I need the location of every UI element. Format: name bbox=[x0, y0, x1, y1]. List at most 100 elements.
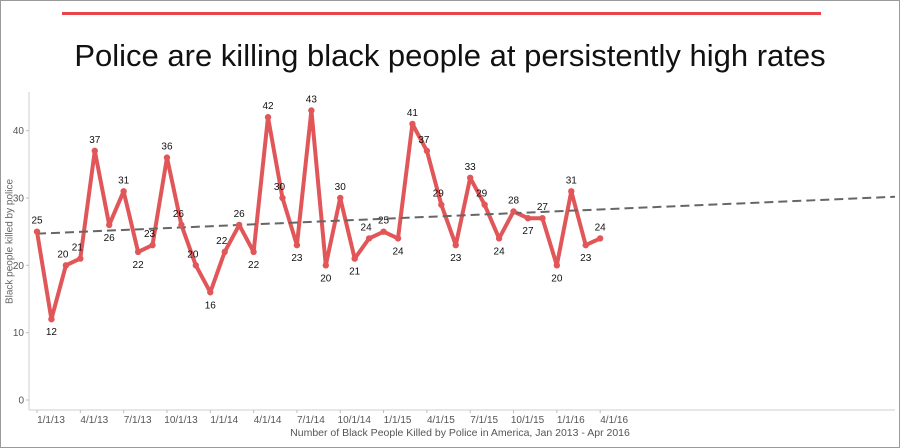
data-label: 29 bbox=[433, 189, 445, 200]
data-point bbox=[452, 241, 459, 249]
data-point bbox=[495, 235, 503, 242]
x-tick-label: 1/1/16 bbox=[557, 415, 585, 426]
data-label: 30 bbox=[335, 182, 347, 193]
data-label: 20 bbox=[551, 273, 563, 284]
data-label: 27 bbox=[522, 226, 534, 237]
data-point bbox=[221, 248, 228, 256]
chart-title: Police are killing black people at persi… bbox=[74, 38, 826, 73]
data-point bbox=[293, 241, 301, 249]
x-tick-label: 1/1/13 bbox=[37, 415, 65, 426]
data-label: 31 bbox=[118, 175, 130, 186]
data-label: 20 bbox=[187, 249, 199, 260]
data-point bbox=[163, 154, 171, 161]
y-tick-label: 30 bbox=[13, 194, 25, 205]
x-tick-label: 4/1/15 bbox=[427, 415, 455, 426]
data-point bbox=[553, 262, 561, 269]
data-point bbox=[91, 147, 98, 155]
data-point bbox=[481, 201, 488, 208]
data-point bbox=[178, 221, 185, 229]
data-point bbox=[33, 228, 41, 235]
data-label: 26 bbox=[104, 233, 116, 244]
data-point bbox=[235, 221, 243, 229]
x-tick-label: 7/1/14 bbox=[297, 415, 325, 426]
data-point bbox=[192, 262, 200, 269]
data-point bbox=[409, 120, 416, 128]
x-tick-label: 7/1/13 bbox=[124, 415, 152, 426]
data-label: 23 bbox=[144, 229, 156, 240]
data-label: 28 bbox=[508, 195, 520, 206]
data-point bbox=[438, 201, 445, 208]
x-axis-label: Number of Black People Killed by Police … bbox=[290, 427, 630, 439]
data-point bbox=[394, 235, 402, 242]
data-point bbox=[510, 208, 517, 215]
y-tick-label: 40 bbox=[13, 126, 25, 137]
data-point bbox=[568, 188, 575, 195]
data-label: 23 bbox=[450, 253, 462, 264]
data-label: 24 bbox=[392, 246, 404, 257]
data-point bbox=[467, 174, 474, 181]
data-label: 26 bbox=[173, 209, 185, 220]
data-label: 33 bbox=[465, 162, 477, 173]
data-label: 36 bbox=[161, 142, 173, 153]
x-tick-label: 10/1/15 bbox=[511, 415, 545, 426]
data-label: 24 bbox=[361, 222, 373, 233]
data-point bbox=[539, 215, 546, 222]
data-point bbox=[77, 255, 84, 262]
data-label: 21 bbox=[72, 243, 84, 254]
data-point bbox=[134, 248, 142, 256]
data-point bbox=[524, 215, 532, 222]
data-point bbox=[264, 114, 272, 121]
data-point bbox=[423, 147, 431, 155]
data-label: 42 bbox=[262, 101, 274, 112]
data-point bbox=[380, 228, 387, 235]
x-tick-label: 1/1/14 bbox=[210, 415, 238, 426]
data-label: 22 bbox=[248, 260, 260, 271]
data-point bbox=[322, 262, 329, 269]
data-label: 37 bbox=[418, 135, 430, 146]
data-point bbox=[120, 188, 127, 195]
data-label: 20 bbox=[320, 273, 332, 284]
data-label: 41 bbox=[407, 108, 419, 119]
data-label: 21 bbox=[349, 267, 361, 278]
data-point bbox=[596, 235, 604, 242]
data-point bbox=[337, 194, 344, 202]
data-point bbox=[106, 221, 113, 229]
data-point bbox=[351, 255, 358, 262]
data-label: 20 bbox=[57, 249, 69, 260]
series-line bbox=[35, 108, 603, 322]
y-tick-label: 0 bbox=[18, 396, 24, 407]
x-tick-label: 7/1/15 bbox=[470, 415, 498, 426]
data-label: 37 bbox=[89, 135, 101, 146]
y-tick-label: 20 bbox=[13, 261, 25, 272]
data-point bbox=[48, 316, 55, 323]
data-point bbox=[582, 241, 589, 249]
data-point bbox=[365, 235, 373, 242]
data-label: 22 bbox=[216, 236, 228, 247]
data-label: 27 bbox=[537, 202, 549, 213]
data-label: 24 bbox=[494, 246, 506, 257]
data-label: 23 bbox=[291, 253, 303, 264]
x-tick-label: 10/1/13 bbox=[164, 415, 198, 426]
data-label: 43 bbox=[306, 94, 318, 105]
data-label: 23 bbox=[580, 253, 592, 264]
data-label: 30 bbox=[274, 182, 286, 193]
x-tick-label: 4/1/14 bbox=[254, 415, 282, 426]
data-point bbox=[250, 248, 257, 256]
data-label: 22 bbox=[133, 260, 145, 271]
y-tick-label: 10 bbox=[13, 328, 25, 339]
x-tick-label: 10/1/14 bbox=[338, 415, 372, 426]
data-label: 12 bbox=[46, 327, 58, 338]
data-label: 24 bbox=[595, 222, 607, 233]
data-label: 25 bbox=[378, 216, 390, 227]
data-point bbox=[207, 289, 214, 296]
data-label: 29 bbox=[476, 189, 488, 200]
x-tick-label: 4/1/13 bbox=[80, 415, 108, 426]
data-point bbox=[149, 241, 156, 249]
data-label: 26 bbox=[234, 209, 246, 220]
data-label: 16 bbox=[205, 300, 217, 311]
data-point bbox=[308, 107, 315, 114]
data-point bbox=[279, 194, 286, 202]
data-point bbox=[62, 262, 70, 269]
top-accent-rule bbox=[62, 12, 821, 15]
